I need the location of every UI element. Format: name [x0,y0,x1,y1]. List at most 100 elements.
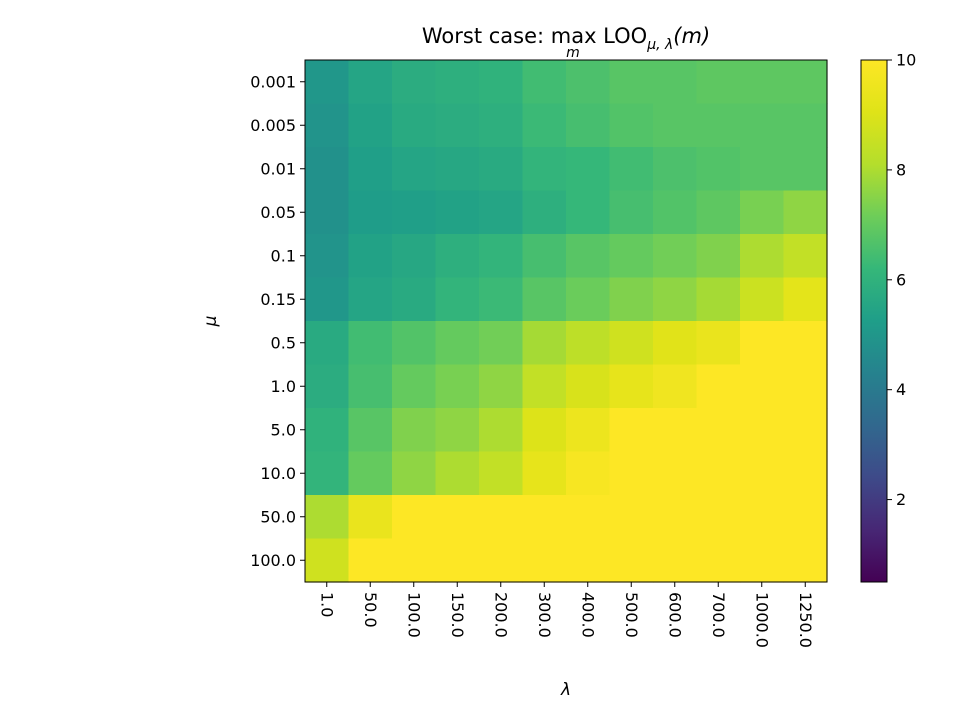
heatmap-cell [522,538,567,583]
plot-frame [304,59,828,583]
heatmap-cell [653,364,698,409]
y-tick-label: 10.0 [260,464,296,483]
heatmap-cell [696,190,741,235]
heatmap-cell [566,234,611,279]
y-tick-label: 0.1 [271,246,296,265]
y-tick-label: 0.01 [260,159,296,178]
heatmap-cell [566,408,611,453]
y-tick-label: 5.0 [271,420,296,439]
x-tick-label: 700.0 [709,592,728,638]
x-tick-label: 300.0 [535,592,554,638]
heatmap-cell [566,190,611,235]
heatmap-cell [305,495,350,540]
colorbar-tick-label: 2 [896,490,906,509]
heatmap-cell [783,408,828,453]
heatmap-cell [305,103,350,148]
heatmap-cell [696,408,741,453]
heatmap-cell [348,364,393,409]
chart-labels: Worst case: max LOOμ, λ(m)m λ μ [201,24,710,700]
heatmap-cell [435,234,480,279]
heatmap-cell [479,277,524,322]
heatmap-cell [522,277,567,322]
heatmap-cell [783,451,828,496]
heatmap-cell [348,103,393,148]
heatmap-cell [348,60,393,105]
heatmap-cell [740,277,785,322]
heatmap-cell [740,451,785,496]
heatmap-cell [609,321,654,366]
heatmap-cell [696,451,741,496]
heatmap-cell [783,538,828,583]
heatmap-cell [348,408,393,453]
heatmap-cell [479,321,524,366]
heatmap-cell [696,103,741,148]
x-tick-label: 1000.0 [752,592,771,648]
heatmap-cell [479,103,524,148]
heatmap-cell [435,408,480,453]
x-tick-label: 400.0 [578,592,597,638]
x-tick-label: 500.0 [622,592,641,638]
heatmap-cell [392,451,437,496]
heatmap-cell [566,538,611,583]
heatmap-cell [696,495,741,540]
heatmap-cell [609,451,654,496]
colorbar-tick-label: 4 [896,380,906,399]
heatmap-cell [305,451,350,496]
heatmap-cell [522,147,567,192]
x-tick-label: 100.0 [404,592,423,638]
heatmap-cell [479,538,524,583]
heatmap-cell [522,190,567,235]
heatmap-cell [392,364,437,409]
heatmap-cell [435,364,480,409]
heatmap-cell [435,277,480,322]
heatmap-cell [696,538,741,583]
heatmap-cell [305,190,350,235]
heatmap-cell [653,147,698,192]
heatmap-cell [740,408,785,453]
heatmap-cell [740,495,785,540]
heatmap-cell [435,147,480,192]
y-tick-label: 1.0 [271,377,296,396]
heatmap-cell [566,364,611,409]
colorbar-tick-label: 10 [896,51,916,70]
heatmap-cell [522,495,567,540]
heatmap-cell [392,495,437,540]
heatmap-cell [653,60,698,105]
heatmap-cell [305,321,350,366]
y-axis-label: μ [201,315,221,327]
heatmap-cell [653,190,698,235]
heatmap-cell [305,408,350,453]
heatmap-cell [435,538,480,583]
title-operator-subscript: m [566,45,580,61]
heatmap-cell [392,277,437,322]
heatmap-cell [522,321,567,366]
heatmap-cell [392,60,437,105]
y-tick-label: 0.15 [260,290,296,309]
heatmap-cell [653,321,698,366]
heatmap-cell [653,538,698,583]
heatmap-cell [696,364,741,409]
heatmap-cell [609,190,654,235]
heatmap-cell [653,234,698,279]
heatmap-cell [479,60,524,105]
heatmap-cell [348,321,393,366]
heatmap-cell [392,103,437,148]
y-tick-label: 50.0 [260,507,296,526]
colorbar-tick-label: 8 [896,160,906,179]
heatmap-cell [783,321,828,366]
heatmap-cell [696,321,741,366]
heatmap-cell [305,538,350,583]
heatmap-cell [783,495,828,540]
heatmap-cell [348,538,393,583]
heatmap-cell [783,234,828,279]
x-tick-label: 1250.0 [796,592,815,648]
heatmap-cell [740,321,785,366]
y-tick-label: 0.001 [250,72,296,91]
y-tick-label: 0.005 [250,116,296,135]
heatmap-cell [783,60,828,105]
heatmap-cell [522,234,567,279]
heatmap-cell [392,408,437,453]
heatmap-cell [479,190,524,235]
heatmap-cell [392,538,437,583]
x-tick-label: 200.0 [491,592,510,638]
